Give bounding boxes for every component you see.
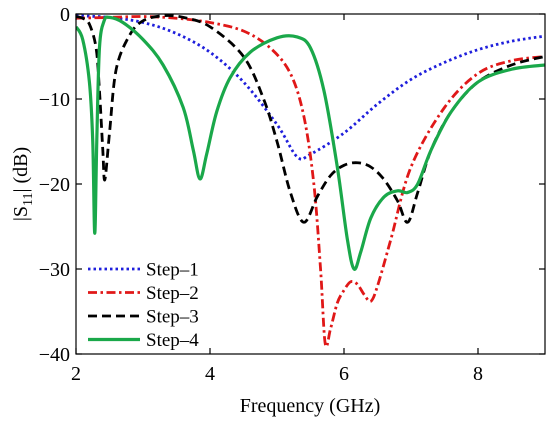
x-tick-label: 8 bbox=[473, 363, 483, 385]
y-tick-label: −20 bbox=[39, 174, 70, 196]
x-axis-title: Frequency (GHz) bbox=[240, 395, 381, 417]
series-line-step-3 bbox=[76, 14, 545, 224]
series-line-step-1 bbox=[76, 14, 545, 161]
y-tick-label: −30 bbox=[39, 259, 70, 281]
series-layer bbox=[76, 14, 545, 348]
series-line-step-4 bbox=[76, 15, 545, 271]
x-tick-label: 6 bbox=[339, 363, 349, 385]
legend-label-step-4: Step–4 bbox=[146, 330, 199, 351]
legend-label-step-3: Step–3 bbox=[146, 307, 199, 328]
series-line-step-2 bbox=[76, 15, 545, 348]
y-tick-label: −40 bbox=[39, 344, 70, 366]
tick-layer: 2 4 6 8 0 −10 −20 −30 −40 bbox=[39, 4, 545, 385]
y-tick-label: 0 bbox=[60, 4, 70, 26]
legend-label-step-1: Step–1 bbox=[146, 260, 199, 281]
x-tick-label: 2 bbox=[71, 363, 81, 385]
y-axis-title: |S11| (dB) bbox=[10, 147, 36, 221]
y-tick-label: −10 bbox=[39, 89, 70, 111]
legend-label-step-2: Step–2 bbox=[146, 283, 199, 304]
x-tick-label: 4 bbox=[205, 363, 215, 385]
